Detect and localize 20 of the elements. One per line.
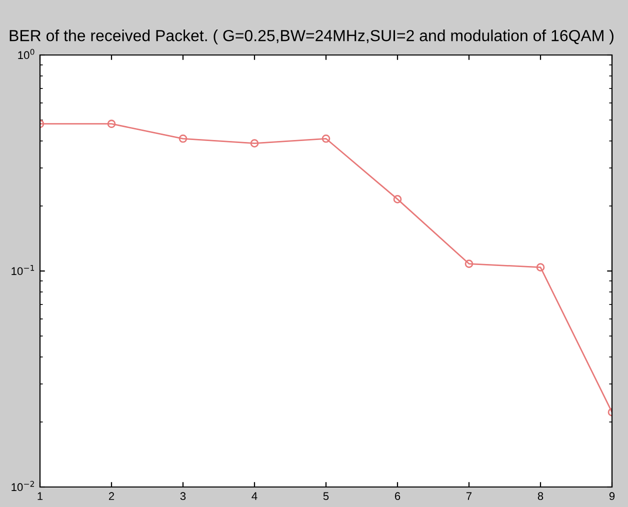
y-tick-label: 10$^{−2}$ xyxy=(12,480,34,492)
point xyxy=(250,139,259,148)
y-tick-label: 10$^{−1}$ xyxy=(12,265,34,276)
point xyxy=(536,263,545,272)
x-tick-label: 8 xyxy=(538,492,544,500)
chart-title: BER of the received Packet. ( G=0.25,BW=24MHz,SUI=2 and modulation of 16QAM ) xyxy=(10,30,614,44)
point xyxy=(393,195,402,204)
x-tick-label: 6 xyxy=(394,492,400,500)
x-tick-label: 9 xyxy=(609,492,615,500)
x-tick-label: 1 xyxy=(38,492,43,500)
point xyxy=(107,120,116,128)
point xyxy=(178,134,188,143)
x-tick-label: 5 xyxy=(323,492,329,500)
point xyxy=(464,260,474,268)
x-tick-label: 2 xyxy=(108,492,114,500)
y-tick-label: 10$^{0}$ xyxy=(18,48,34,60)
x-tick-label: 3 xyxy=(180,492,186,500)
point xyxy=(322,134,330,143)
x-tick-label: 4 xyxy=(252,492,258,500)
x-tick-label: 7 xyxy=(466,492,472,500)
